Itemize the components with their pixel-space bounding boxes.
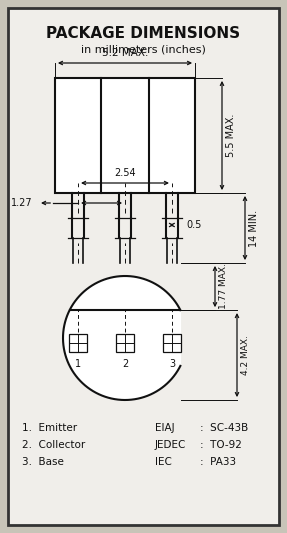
Text: JEDEC: JEDEC [155,440,186,450]
Text: 5.2 MAX.: 5.2 MAX. [102,48,148,58]
Text: EIAJ: EIAJ [155,423,174,433]
Text: 5.5 MAX.: 5.5 MAX. [226,114,236,157]
Text: 2.54: 2.54 [114,168,136,178]
Text: 1.77 MAX.: 1.77 MAX. [219,264,228,310]
Text: in millimeters (inches): in millimeters (inches) [81,45,205,55]
Text: 1: 1 [75,359,81,369]
Text: 2.  Collector: 2. Collector [22,440,85,450]
Polygon shape [63,276,180,400]
Bar [55,78,195,193]
Bar [116,334,134,352]
Text: :  SC-43B: : SC-43B [200,423,248,433]
Text: :  TO-92: : TO-92 [200,440,242,450]
Text: 1.27: 1.27 [11,198,33,208]
Text: 2: 2 [122,359,128,369]
Text: :  PA33: : PA33 [200,457,236,467]
Text: 3.  Base: 3. Base [22,457,64,467]
Text: 3: 3 [169,359,175,369]
Bar [69,334,87,352]
Bar [163,334,181,352]
Text: 14 MIN.: 14 MIN. [249,209,259,247]
Text: IEC: IEC [155,457,172,467]
Text: PACKAGE DIMENSIONS: PACKAGE DIMENSIONS [46,26,240,41]
Text: 4.2 MAX.: 4.2 MAX. [241,335,250,375]
Text: 1.  Emitter: 1. Emitter [22,423,77,433]
Text: 0.5: 0.5 [186,220,201,230]
